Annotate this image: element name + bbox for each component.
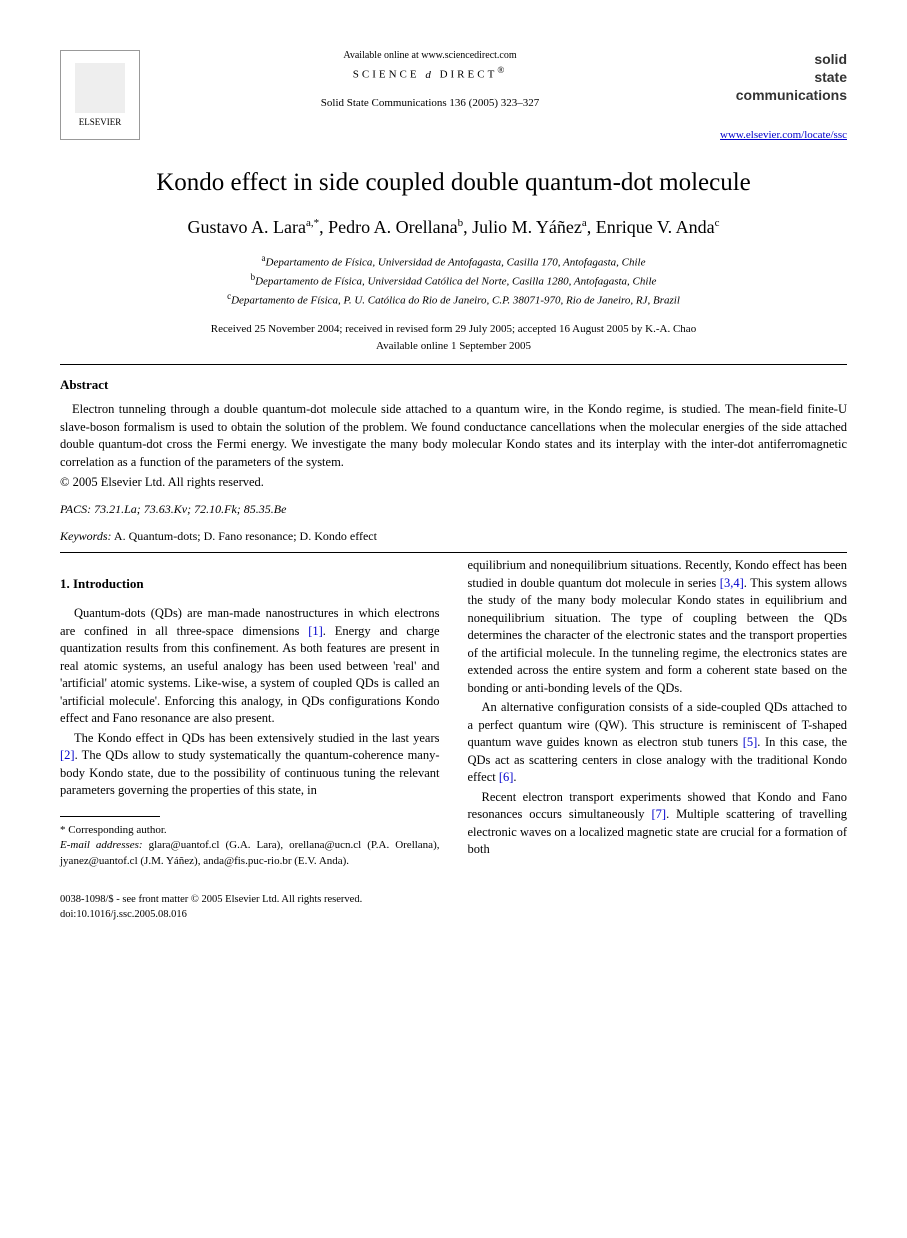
body-columns: 1. Introduction Quantum-dots (QDs) are m… (60, 557, 847, 869)
rule-divider (60, 364, 847, 365)
elsevier-logo: ELSEVIER (60, 50, 140, 140)
abstract-section: Abstract Electron tunneling through a do… (60, 377, 847, 490)
elsevier-tree-icon (75, 63, 125, 113)
keywords-line: Keywords: A. Quantum-dots; D. Fano reson… (60, 529, 847, 544)
publisher-name: ELSEVIER (79, 117, 122, 127)
header-block: ELSEVIER Available online at www.science… (60, 50, 847, 141)
article-dates: Received 25 November 2004; received in r… (60, 321, 847, 354)
received-date: Received 25 November 2004; received in r… (60, 321, 847, 338)
citation-5[interactable]: [5] (743, 735, 758, 749)
journal-name-line3: communications (720, 86, 847, 104)
author-3: Julio M. Yáñez (472, 217, 582, 237)
journal-url-link[interactable]: www.elsevier.com/locate/ssc (720, 129, 847, 141)
affiliation-b: Departamento de Física, Universidad Cató… (255, 275, 656, 287)
footer-copyright: 0038-1098/$ - see front matter © 2005 El… (60, 893, 847, 908)
citation-3-4[interactable]: [3,4] (720, 576, 744, 590)
citation-1[interactable]: [1] (308, 624, 323, 638)
left-column: 1. Introduction Quantum-dots (QDs) are m… (60, 557, 440, 869)
intro-para-1: Quantum-dots (QDs) are man-made nanostru… (60, 605, 440, 728)
affiliation-c: Departamento de Física, P. U. Católica d… (231, 295, 680, 307)
pacs-line: PACS: 73.21.La; 73.63.Kv; 72.10.Fk; 85.3… (60, 502, 847, 517)
abstract-text: Electron tunneling through a double quan… (60, 401, 847, 471)
sd-d-icon: d (425, 69, 434, 81)
footer-doi: doi:10.1016/j.ssc.2005.08.016 (60, 908, 847, 923)
citation-2[interactable]: [2] (60, 748, 75, 762)
page-footer: 0038-1098/$ - see front matter © 2005 El… (60, 893, 847, 922)
journal-name-line1: solid (720, 50, 847, 68)
intro-para-4: Recent electron transport experiments sh… (468, 789, 848, 859)
journal-brand-box: solid state communications www.elsevier.… (720, 50, 847, 141)
corresponding-author: * Corresponding author. (60, 823, 440, 838)
rule-divider (60, 552, 847, 553)
footnotes: * Corresponding author. E-mail addresses… (60, 823, 440, 869)
available-online-text: Available online at www.sciencedirect.co… (160, 50, 700, 61)
section-1-heading: 1. Introduction (60, 575, 440, 593)
footnote-separator (60, 816, 160, 817)
intro-para-3: An alternative configuration consists of… (468, 699, 848, 787)
author-1: Gustavo A. Lara (188, 217, 306, 237)
affiliation-a: Departamento de Física, Universidad de A… (266, 256, 646, 268)
right-column: equilibrium and nonequilibrium situation… (468, 557, 848, 869)
sciencedirect-logo: SCIENCE d DIRECT® (160, 65, 700, 81)
affiliations: aDepartamento de Física, Universidad de … (60, 252, 847, 309)
article-title: Kondo effect in side coupled double quan… (60, 169, 847, 197)
intro-para-2-cont: equilibrium and nonequilibrium situation… (468, 557, 848, 697)
center-header: Available online at www.sciencedirect.co… (140, 50, 720, 109)
journal-reference: Solid State Communications 136 (2005) 32… (160, 97, 700, 109)
author-2: Pedro A. Orellana (328, 217, 457, 237)
journal-name-line2: state (720, 68, 847, 86)
email-addresses: E-mail addresses: glara@uantof.cl (G.A. … (60, 838, 440, 869)
abstract-heading: Abstract (60, 377, 847, 393)
citation-7[interactable]: [7] (652, 807, 667, 821)
abstract-copyright: © 2005 Elsevier Ltd. All rights reserved… (60, 475, 847, 490)
online-date: Available online 1 September 2005 (60, 338, 847, 355)
author-4: Enrique V. Anda (596, 217, 715, 237)
author-list: Gustavo A. Laraa,*, Pedro A. Orellanab, … (60, 217, 847, 238)
citation-6[interactable]: [6] (499, 770, 514, 784)
intro-para-2: The Kondo effect in QDs has been extensi… (60, 730, 440, 800)
